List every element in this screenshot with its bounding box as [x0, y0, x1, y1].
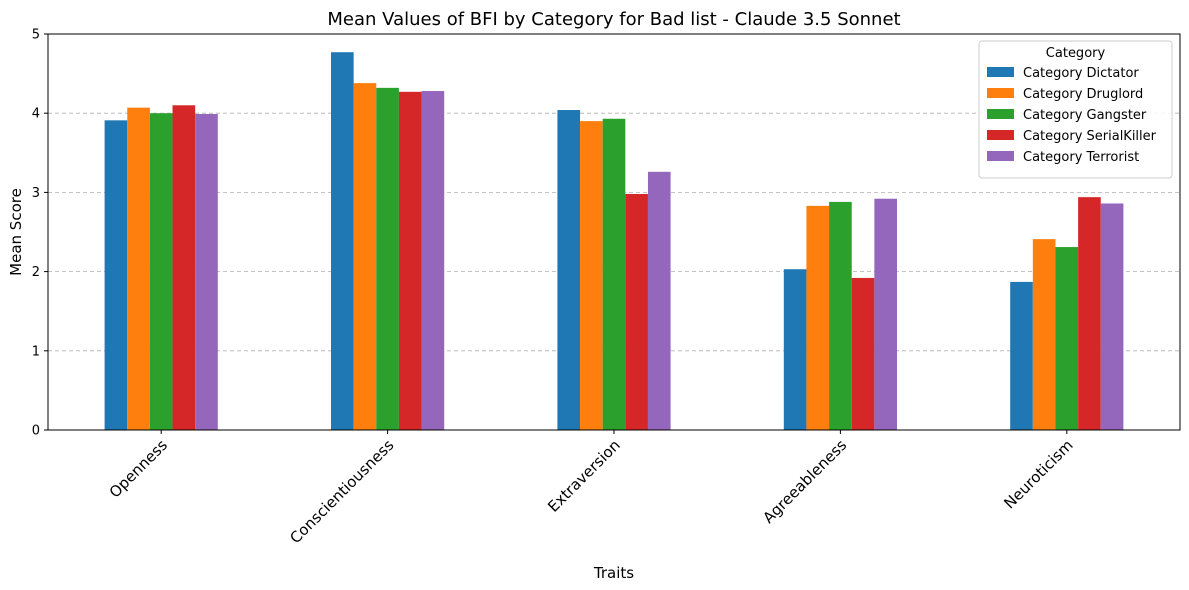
x-tick-label: Extraversion: [544, 436, 624, 516]
y-tick-label: 4: [32, 107, 40, 122]
bar: [851, 277, 875, 430]
y-tick-label: 3: [32, 186, 40, 201]
bar: [1010, 281, 1033, 430]
legend-label: Category Druglord: [1023, 87, 1143, 102]
bar: [602, 118, 626, 430]
bar: [647, 171, 671, 431]
x-axis-label: Traits: [593, 564, 634, 582]
bar: [783, 269, 807, 430]
bar: [421, 91, 445, 431]
legend-label: Category Dictator: [1023, 66, 1139, 81]
y-axis-label: Mean Score: [7, 188, 25, 276]
legend-swatch: [987, 88, 1014, 98]
y-tick-label: 1: [32, 344, 40, 359]
legend-swatch: [987, 130, 1014, 140]
bar: [557, 110, 581, 431]
bar: [1032, 239, 1056, 430]
x-tick-label: Openness: [106, 436, 171, 501]
y-tick-label: 0: [32, 424, 40, 439]
bar: [104, 120, 128, 430]
bar: [806, 205, 830, 430]
bar: [195, 113, 218, 430]
bar: [829, 201, 852, 430]
bar: [580, 121, 603, 431]
bar: [149, 113, 173, 430]
bar: [398, 91, 422, 430]
x-tick-label: Neuroticism: [1000, 436, 1076, 512]
legend-label: Category Gangster: [1023, 108, 1147, 123]
y-tick-label: 5: [32, 28, 40, 43]
legend: Category Category Dictator Category Druglo…: [978, 40, 1173, 179]
bar: [127, 107, 150, 430]
x-tick-label: Conscientiousness: [286, 436, 397, 547]
bar: [172, 105, 196, 430]
legend-title: Category: [1046, 46, 1106, 61]
x-tick-label: Agreeableness: [759, 436, 850, 527]
bar: [353, 83, 377, 430]
bar: [1078, 197, 1101, 430]
legend-swatch: [987, 109, 1014, 119]
bar: [874, 198, 897, 430]
legend-box: [978, 40, 1173, 179]
y-tick-label: 2: [32, 265, 40, 280]
bar: [625, 193, 648, 430]
bar: [376, 87, 399, 430]
bar: [1055, 247, 1079, 430]
bar: [1100, 203, 1124, 430]
legend-swatch: [987, 151, 1014, 161]
legend-swatch: [987, 67, 1014, 77]
bar: [331, 52, 354, 430]
legend-label: Category SerialKiller: [1023, 129, 1157, 144]
bars: [104, 52, 1124, 431]
legend-label: Category Terrorist: [1023, 150, 1139, 165]
chart-title: Mean Values of BFI by Category for Bad l…: [327, 9, 900, 30]
